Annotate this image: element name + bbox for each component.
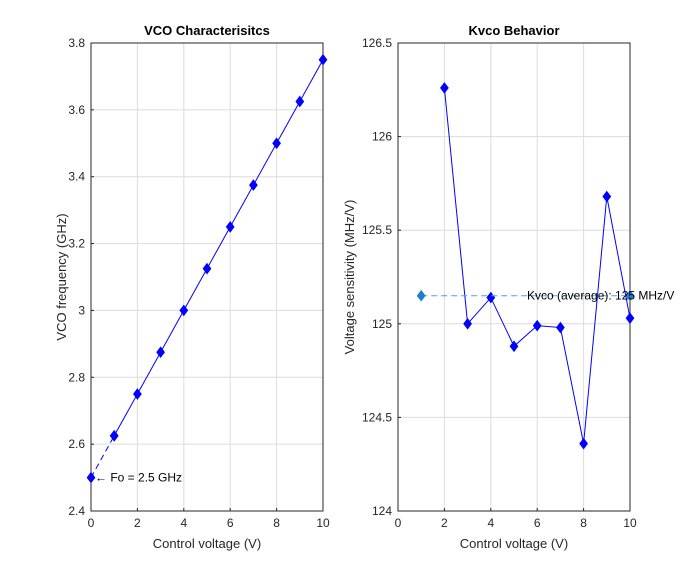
x-tick-label: 6 [227, 516, 234, 530]
y-tick-label: 3.4 [68, 170, 85, 184]
data-point-marker [463, 317, 472, 330]
plot-area [398, 43, 630, 511]
data-point-marker [156, 346, 165, 359]
plot-area [91, 43, 323, 511]
subplot-1: 0 2 4 6 8 10 2.4 2.6 2.8 3 3.2 3.4 3.6 3.8 VCO Charact… [54, 23, 330, 551]
y-tick-label: 125.5 [362, 223, 392, 237]
y-tick-label: 3.8 [68, 36, 85, 50]
x-tick-label: 8 [580, 516, 587, 530]
x-tick-label: 0 [395, 516, 402, 530]
y-tick-label: 124.5 [362, 410, 392, 424]
x-tick-label: 4 [487, 516, 494, 530]
series-line [90, 435, 115, 478]
x-tick-label: 10 [623, 516, 637, 530]
data-point-marker [179, 304, 189, 317]
x-tick-label: 8 [273, 516, 280, 530]
data-point-marker [625, 289, 635, 302]
y-tick-label: 2.8 [68, 370, 85, 384]
annotation-text: Kvco (average): 125 MHz/V [527, 289, 674, 303]
y-tick-label: 3.2 [68, 237, 85, 251]
data-point-marker [133, 388, 142, 400]
chart-title: Kvco Behavior [468, 23, 559, 38]
data-point-marker [579, 437, 588, 450]
data-point-marker [318, 53, 328, 66]
data-point-marker [602, 190, 612, 203]
data-point-marker [295, 95, 305, 108]
data-point-marker [416, 289, 426, 302]
y-axis-label: VCO frequency (GHz) [54, 213, 69, 340]
data-point-marker [532, 319, 542, 332]
x-tick-label: 2 [441, 516, 448, 530]
subplot-2: 0 2 4 6 8 10 124 124.5 125 125.5 126 126.5 Kvco Beha… [342, 23, 674, 551]
x-tick-label: 0 [88, 516, 95, 530]
chart-title: VCO Characterisitcs [144, 23, 270, 38]
y-tick-label: 2.6 [68, 437, 85, 451]
data-point-marker [272, 137, 281, 150]
data-point-marker [556, 321, 565, 334]
data-point-marker [86, 471, 96, 484]
x-tick-label: 6 [534, 516, 541, 530]
y-tick-label: 3 [78, 303, 85, 317]
data-point-marker [249, 179, 258, 191]
y-axis-label: Voltage sensitivity (MHz/V) [342, 200, 357, 355]
x-axis-label: Control voltage (V) [153, 536, 261, 551]
x-axis-label: Control voltage (V) [460, 536, 568, 551]
data-point-marker [109, 429, 119, 442]
axes-box [397, 42, 631, 512]
y-tick-label: 124 [372, 504, 392, 518]
y-tick-label: 126 [372, 130, 392, 144]
data-point-marker [202, 262, 212, 275]
data-point-marker [509, 340, 519, 353]
x-tick-label: 4 [180, 516, 187, 530]
y-tick-label: 3.6 [68, 103, 85, 117]
y-tick-label: 125 [372, 317, 392, 331]
y-tick-label: 2.4 [68, 504, 85, 518]
data-point-marker [440, 82, 449, 94]
annotation-text: ← Fo = 2.5 GHz [95, 471, 182, 485]
axes-box [90, 42, 324, 512]
data-point-marker [625, 312, 635, 325]
x-tick-label: 10 [316, 516, 330, 530]
x-tick-label: 2 [134, 516, 141, 530]
data-point-marker [225, 221, 235, 233]
series-line [113, 59, 324, 437]
y-tick-label: 126.5 [362, 36, 392, 50]
